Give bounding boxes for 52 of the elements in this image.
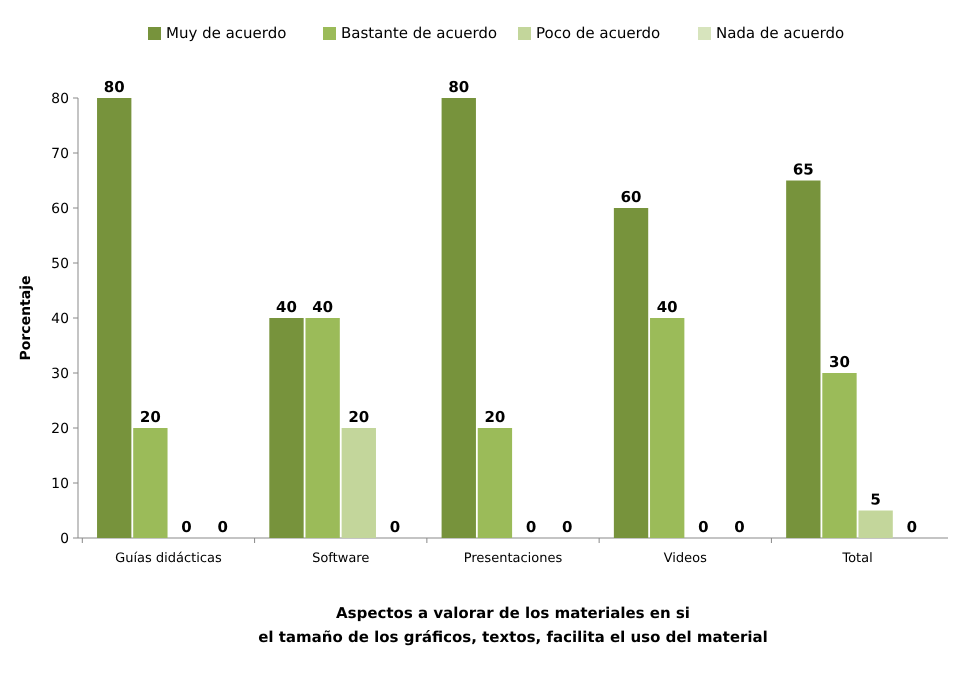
data-label: 0: [526, 518, 536, 536]
bar: [269, 318, 304, 538]
bar: [133, 428, 168, 538]
bar: [822, 373, 857, 538]
legend-label: Bastante de acuerdo: [341, 24, 498, 42]
x-tick-label: Software: [312, 551, 370, 566]
x-tick-label: Total: [841, 551, 873, 566]
y-tick-label: 0: [60, 530, 69, 547]
bar: [650, 318, 684, 538]
legend-label: Poco de acuerdo: [536, 24, 660, 42]
bar: [614, 208, 648, 538]
legend-label: Muy de acuerdo: [166, 24, 286, 42]
data-label: 0: [181, 518, 192, 536]
x-axis-title: Aspectos a valorar de los materiales en si el tamaño de los gráficos, textos, facilita el uso del material: [258, 604, 768, 646]
x-tick-label: Videos: [664, 551, 708, 566]
data-label: 40: [312, 298, 334, 316]
data-label: 60: [620, 188, 642, 206]
bar: [305, 318, 340, 538]
data-label: 40: [656, 298, 678, 316]
bar: [342, 428, 376, 538]
data-label: 65: [792, 160, 814, 178]
bar: [786, 180, 820, 538]
data-label: 80: [448, 78, 470, 96]
data-label: 5: [870, 490, 881, 508]
y-tick-label: 80: [51, 90, 69, 107]
x-tick-label: Presentaciones: [464, 551, 562, 566]
data-label: 20: [140, 408, 161, 426]
data-label: 0: [217, 518, 228, 536]
bar: [97, 98, 132, 538]
y-axis-title: Porcentaje: [18, 276, 34, 360]
legend-label: Nada de acuerdo: [716, 24, 844, 42]
data-label: 40: [276, 298, 297, 316]
data-label: 20: [348, 408, 370, 426]
data-label: 0: [698, 518, 709, 536]
data-label: 20: [484, 408, 506, 426]
x-tick-label: Guías didácticas: [115, 551, 222, 566]
data-label: 30: [829, 353, 850, 371]
bar: [858, 510, 893, 538]
y-tick-label: 60: [51, 200, 69, 217]
y-tick-label: 50: [51, 256, 69, 272]
bar: [478, 428, 512, 538]
y-tick-label: 30: [51, 366, 69, 382]
data-label: 80: [104, 78, 125, 96]
y-tick-label: 10: [51, 476, 69, 492]
y-tick-label: 40: [51, 310, 69, 327]
data-label: 0: [906, 518, 918, 536]
y-tick-label: 70: [51, 146, 69, 162]
bar: [442, 98, 476, 538]
y-tick-label: 20: [51, 420, 69, 437]
data-label: 0: [734, 518, 745, 536]
data-label: 0: [390, 518, 400, 536]
data-label: 0: [562, 518, 572, 536]
